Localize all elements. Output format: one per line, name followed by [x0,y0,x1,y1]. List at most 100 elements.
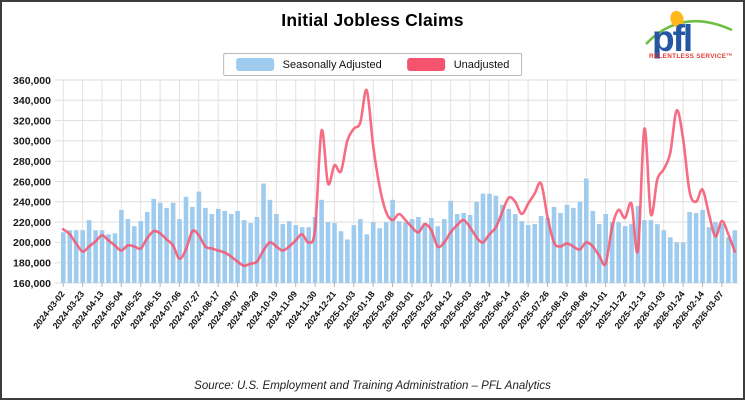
legend-label-unadjusted: Unadjusted [453,59,510,71]
bar [377,228,382,283]
bar [112,233,118,283]
bar [261,183,266,283]
bar [487,193,492,283]
y-tick-label: 320,000 [13,115,51,127]
bar [480,193,486,283]
y-tick-label: 200,000 [13,237,51,249]
pfl-wordmark: pfl [652,18,691,59]
bar [474,201,479,283]
bar [403,222,408,283]
bar [151,198,156,283]
bar [706,227,712,283]
bar [642,220,647,283]
bar [222,210,227,283]
bar [506,208,512,283]
bar [680,242,686,283]
swoosh-icon [645,19,733,45]
bar [545,218,550,283]
bar [655,224,660,283]
bar [693,213,699,283]
bar [170,202,176,283]
bar [254,217,260,283]
bar [364,234,370,283]
bar [687,212,692,283]
bar [616,222,621,283]
y-tick-label: 180,000 [13,258,51,270]
x-axis: 2024-03-022024-03-232024-04-132024-05-04… [31,80,726,331]
pfl-logo: pfl RELENTLESS SERVICE™ [643,6,735,60]
bar [216,208,221,283]
unadjusted-line [61,88,737,268]
bar [80,230,85,283]
source-note: Source: U.S. Employment and Training Adm… [194,380,551,392]
bar [138,221,144,283]
bar [513,214,518,283]
bar [99,230,105,283]
y-tick-label: 220,000 [13,217,51,229]
bar [383,222,389,283]
bar [429,218,434,283]
bar [125,219,131,283]
bar [422,223,428,283]
bar [416,217,421,283]
bar [603,214,608,283]
bar [61,232,66,283]
bar [306,227,311,283]
bar [319,199,324,283]
bar [93,230,98,283]
bar [190,206,195,283]
bar [525,225,531,283]
bar [519,221,525,283]
bar [558,213,563,283]
y-tick-label: 280,000 [13,156,51,168]
bar [609,222,615,283]
bar [532,224,537,283]
bar [299,227,305,283]
y-tick-label: 300,000 [13,136,51,148]
bar [467,215,473,283]
bar [248,223,253,283]
y-tick-label: 260,000 [13,176,51,188]
bar [442,219,447,283]
legend-label-seasonally-adjusted: Seasonally Adjusted [282,59,382,71]
bar [493,195,499,283]
bar [668,237,673,283]
bar [732,230,738,283]
bar [332,223,337,283]
y-tick-label: 340,000 [13,95,51,107]
bar [241,220,247,283]
bar [500,204,505,283]
bar [235,210,240,283]
bar [274,214,279,283]
bar [73,230,79,283]
bar [674,242,679,283]
bar [396,221,402,283]
bar [157,202,163,283]
bar [287,221,292,283]
bar [177,219,182,283]
bar [119,209,124,283]
bar [106,234,111,283]
page-title: Initial Jobless Claims [281,10,464,30]
pfl-tagline: RELENTLESS SERVICE™ [649,53,733,60]
bar [358,219,363,283]
pfl-logo-graphic: pfl RELENTLESS SERVICE™ [645,10,733,60]
bar [584,178,589,283]
legend: Seasonally Adjusted Unadjusted [222,53,523,76]
bar [719,224,725,283]
bar [435,226,441,283]
bar [622,226,628,283]
bar [183,196,189,283]
bar [86,220,92,283]
bar [713,222,718,283]
bar [280,224,286,283]
bar [448,200,453,283]
bar [132,226,137,283]
y-tick-label: 240,000 [13,197,51,209]
sun-icon [670,10,684,28]
bar [228,214,234,283]
legend-swatch-unadjusted [406,58,445,71]
bar [345,239,350,283]
